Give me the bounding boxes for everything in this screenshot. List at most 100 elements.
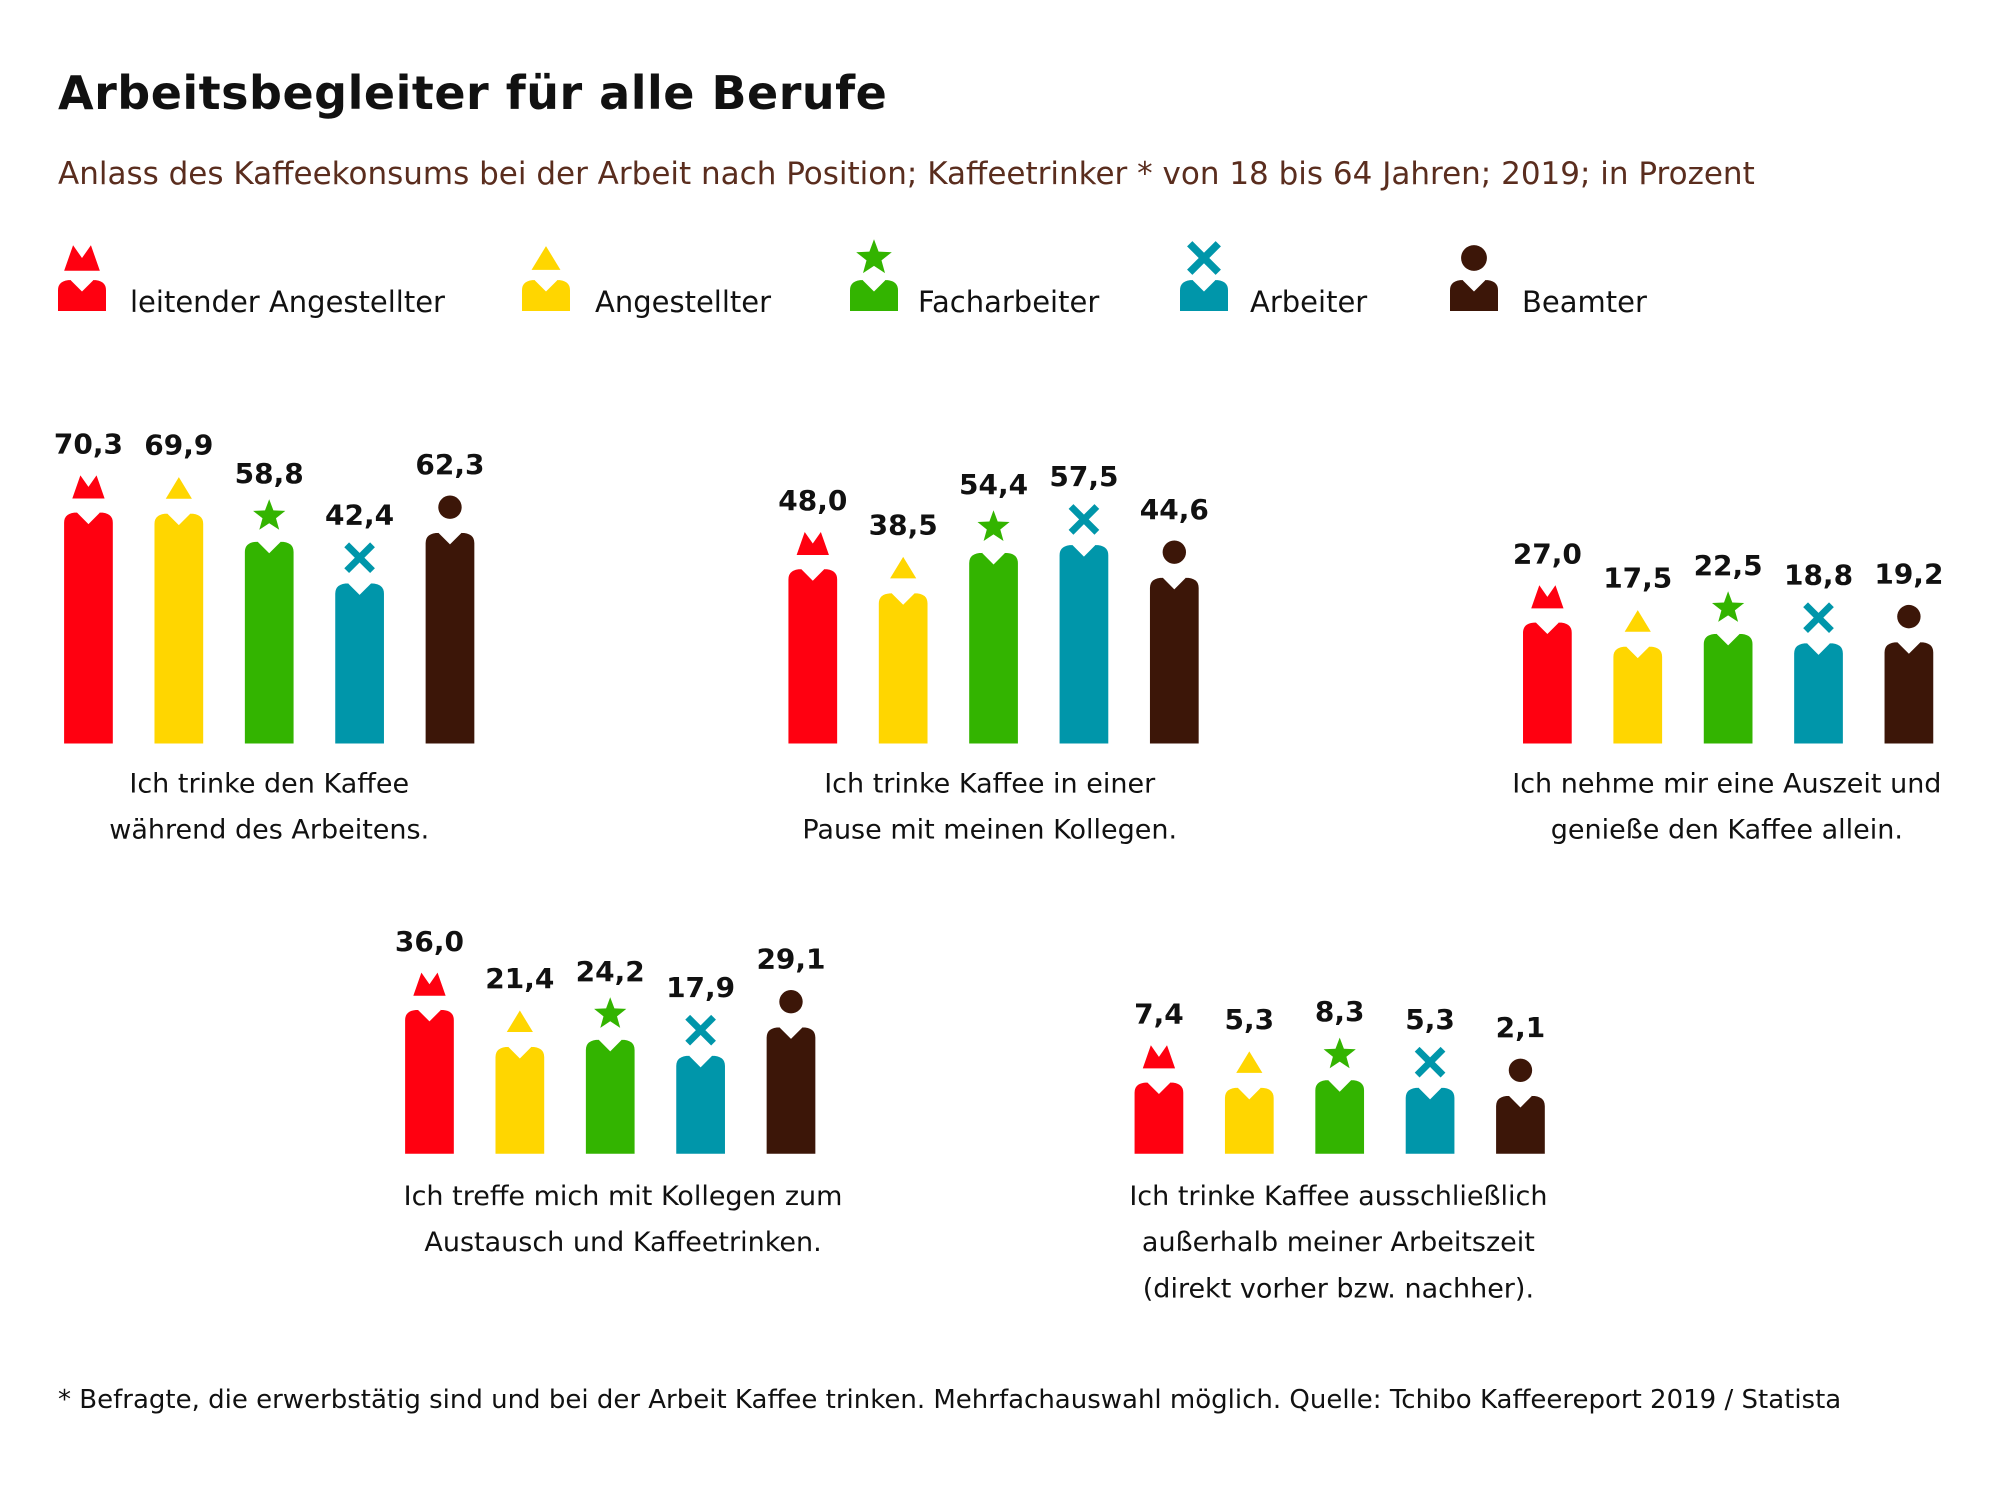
circle-head-icon [438, 495, 462, 519]
data-label: 8,3 [1315, 995, 1365, 1028]
crown-icon [64, 245, 100, 271]
group-label: Ich nehme mir eine Auszeit und [1512, 768, 1941, 799]
bar-group: 36,0 21,4 24,2 17,9 29,1 Ich treffe mich mit … [395, 925, 843, 1258]
bar [1315, 1080, 1365, 1154]
crown-icon [796, 531, 829, 556]
bar [425, 532, 475, 744]
legend-item: leitender Angestellter [58, 245, 445, 319]
circle-head-icon [779, 990, 803, 1014]
bar-group: 48,0 38,5 54,4 57,5 44,6 Ich trinke Kaffee in… [778, 460, 1209, 845]
bar [1884, 642, 1934, 744]
bar [1405, 1087, 1455, 1154]
group-label: Ich treffe mich mit Kollegen zum [404, 1181, 843, 1212]
legend-item: Beamter [1450, 245, 1647, 319]
cross-icon [344, 542, 375, 574]
bar [1703, 633, 1753, 744]
data-label: 2,1 [1496, 1011, 1546, 1044]
legend-swatch [1450, 280, 1498, 311]
bar-group: 7,4 5,3 8,3 5,3 2,1 Ich trinke Kaffee ausschl… [1129, 995, 1547, 1304]
bar [1224, 1087, 1274, 1154]
legend-swatch [58, 280, 106, 311]
data-label: 21,4 [485, 962, 554, 995]
triangle-icon [1624, 610, 1651, 632]
data-label: 62,3 [415, 448, 484, 481]
cross-icon [1068, 504, 1100, 535]
bar [878, 593, 928, 744]
data-label: 24,2 [576, 955, 645, 988]
data-label: 5,3 [1225, 1003, 1275, 1036]
data-label: 18,8 [1784, 558, 1853, 591]
circle-head-icon [1461, 245, 1487, 271]
bar [1523, 622, 1572, 744]
circle-head-icon [1508, 1058, 1533, 1082]
bar [154, 513, 204, 744]
bar [766, 1027, 816, 1154]
legend-label: Angestellter [595, 285, 771, 319]
legend-item: Facharbeiter [850, 239, 1099, 319]
group-label: Austausch und Kaffeetrinken. [424, 1227, 821, 1258]
legend-item: Arbeiter [1180, 241, 1367, 319]
cross-icon [1414, 1046, 1446, 1078]
cross-icon [685, 1014, 716, 1046]
triangle-icon [531, 246, 561, 270]
data-label: 36,0 [395, 925, 464, 958]
star-icon [977, 510, 1010, 541]
bar [335, 583, 384, 744]
legend-swatch [522, 280, 570, 311]
bar [1134, 1082, 1184, 1154]
data-label: 58,8 [235, 457, 304, 490]
data-label: 5,3 [1405, 1003, 1455, 1036]
data-label: 44,6 [1140, 493, 1209, 526]
data-label: 57,5 [1049, 460, 1118, 493]
bar [1496, 1095, 1545, 1154]
circle-head-icon [1162, 540, 1187, 564]
bar [1149, 577, 1199, 744]
star-icon [594, 997, 627, 1028]
star-icon [1712, 591, 1745, 622]
group-label: genieße den Kaffee allein. [1551, 814, 1903, 845]
triangle-icon [1236, 1051, 1263, 1073]
group-label: während des Arbeitens. [109, 814, 429, 845]
star-icon [1323, 1037, 1356, 1069]
data-label: 17,5 [1603, 562, 1672, 595]
data-label: 27,0 [1513, 537, 1582, 570]
legend-label: leitender Angestellter [130, 285, 445, 319]
bar-group: 70,3 69,9 58,8 42,4 62,3 Ich trinke den Kaffe… [54, 428, 485, 846]
group-label: Ich trinke Kaffee in einer [824, 768, 1156, 799]
group-label: Ich trinke Kaffee ausschließlich [1129, 1181, 1547, 1212]
group-label: Pause mit meinen Kollegen. [802, 814, 1177, 845]
data-label: 22,5 [1694, 549, 1763, 582]
bar [969, 552, 1018, 744]
legend-label: Beamter [1522, 285, 1647, 319]
crown-icon [1142, 1045, 1176, 1069]
legend-swatch [1180, 280, 1228, 311]
data-label: 19,2 [1874, 557, 1943, 590]
group-label: außerhalb meiner Arbeitszeit [1142, 1227, 1535, 1258]
data-label: 29,1 [756, 942, 825, 975]
crown-icon [1531, 585, 1564, 609]
bar [244, 541, 294, 744]
footnote: * Befragte, die erwerbstätig sind und be… [58, 1385, 1842, 1415]
cross-icon [1803, 602, 1834, 633]
data-label: 7,4 [1134, 997, 1184, 1030]
data-label: 42,4 [325, 498, 394, 531]
data-label: 70,3 [54, 428, 123, 461]
bar-group: 27,0 17,5 22,5 18,8 19,2 Ich nehme mir eine A… [1512, 537, 1943, 845]
bar [1059, 545, 1109, 744]
chart-title: Arbeitsbegleiter für alle Berufe [58, 66, 888, 120]
legend-item: Angestellter [522, 246, 771, 319]
triangle-icon [165, 477, 192, 499]
crown-icon [72, 475, 105, 499]
legend-swatch [850, 280, 898, 311]
data-label: 54,4 [959, 468, 1028, 501]
legend-label: Facharbeiter [918, 285, 1099, 319]
data-label: 17,9 [666, 971, 735, 1004]
bar [405, 1009, 454, 1154]
cross-icon [1187, 241, 1221, 275]
bar [1794, 643, 1843, 744]
triangle-icon [506, 1010, 533, 1033]
bar [64, 512, 113, 744]
bar [788, 569, 838, 744]
star-icon [253, 499, 286, 530]
